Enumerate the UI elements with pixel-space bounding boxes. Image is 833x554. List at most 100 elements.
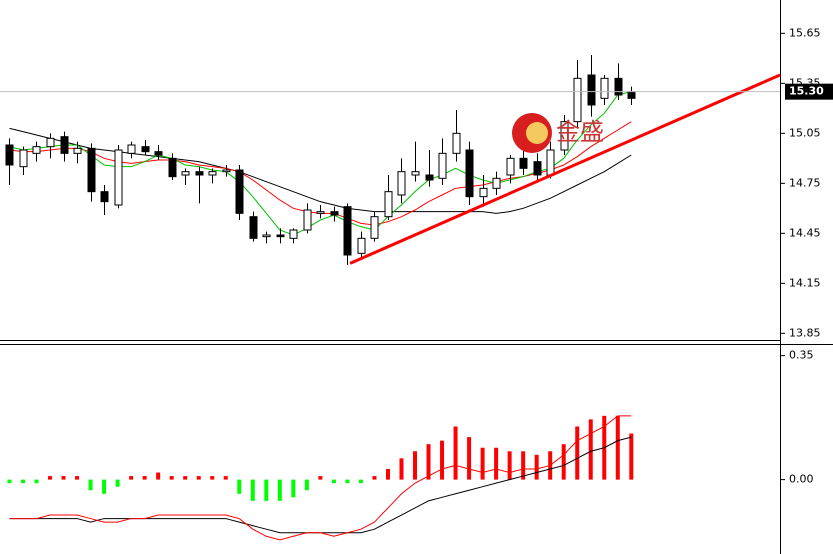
histogram-bar (521, 451, 526, 480)
candle-body (181, 171, 190, 176)
candle-body (627, 91, 636, 99)
candle-body (533, 161, 542, 176)
candle-body (303, 209, 312, 231)
histogram-bar (142, 476, 147, 480)
candle-body (127, 144, 136, 154)
candle-body (46, 137, 55, 148)
candle-body (330, 211, 339, 216)
candle-body (60, 136, 69, 154)
y-tick-label: 13.85 (789, 326, 821, 339)
candle-body (479, 187, 488, 198)
candle-body (235, 169, 244, 214)
histogram-bar (129, 476, 134, 480)
candle-body (316, 211, 325, 214)
candle-body (519, 157, 528, 169)
candle-body (32, 146, 41, 154)
histogram-bar (331, 479, 336, 484)
candle-body (492, 177, 501, 189)
histogram-bar (291, 479, 296, 498)
histogram-bar (575, 426, 580, 480)
histogram-bar (467, 437, 472, 480)
candle-body (87, 147, 96, 193)
candle-body (168, 157, 177, 178)
y-tick-label: 0.35 (789, 349, 814, 362)
candle-body (141, 146, 150, 153)
candle-body (452, 132, 461, 154)
histogram-bar (345, 479, 350, 484)
candle-body (249, 216, 258, 239)
candle-body (289, 229, 298, 239)
candle-body (438, 152, 447, 179)
histogram-bar (304, 479, 309, 491)
candle-body (465, 149, 474, 198)
line (9, 127, 632, 214)
histogram-bar (413, 451, 418, 480)
histogram-bar (507, 451, 512, 480)
histogram-bar (250, 479, 255, 501)
trendline (349, 73, 781, 265)
candle-body (425, 174, 434, 181)
line (9, 415, 632, 541)
histogram-bar (237, 479, 242, 494)
y-tick-label: 14.15 (789, 276, 821, 289)
candle-body (600, 77, 609, 99)
histogram-bar (588, 419, 593, 480)
candle-body (262, 234, 271, 238)
candle-body (208, 171, 217, 176)
histogram-bar (372, 476, 377, 480)
histogram-bar (453, 426, 458, 480)
y-tick-label: 15.65 (789, 26, 821, 39)
candle-body (546, 149, 555, 176)
histogram-bar (440, 440, 445, 480)
histogram-bar (494, 447, 499, 480)
histogram-bar (480, 447, 485, 480)
y-tick-label: 15.05 (789, 126, 821, 139)
histogram-bar (615, 415, 620, 480)
histogram-bar (223, 476, 228, 480)
histogram-bar (399, 458, 404, 480)
histogram-bar (318, 476, 323, 480)
histogram-bar (426, 444, 431, 480)
histogram-bar (196, 476, 201, 480)
histogram-bar (7, 479, 12, 484)
candle-body (614, 77, 623, 96)
histogram-bar (358, 479, 363, 484)
candle-body (587, 74, 596, 106)
histogram-bar (115, 479, 120, 487)
histogram-bar (48, 476, 53, 480)
histogram-bar (561, 444, 566, 480)
y-tick-label: 0.00 (789, 473, 814, 486)
candle-body (560, 121, 569, 151)
candle-body (357, 237, 366, 254)
candle-body (100, 191, 109, 203)
histogram-bar (169, 476, 174, 480)
candle-body (5, 144, 14, 166)
candle-body (411, 171, 420, 176)
histogram-bar (629, 433, 634, 480)
histogram-bar (20, 479, 25, 484)
histogram-bar (102, 479, 107, 494)
histogram-bar (277, 479, 282, 501)
histogram-bar (88, 479, 93, 491)
watermark-text: 金盛 (556, 118, 604, 146)
y-tick-label: 14.45 (789, 226, 821, 239)
histogram-bar (210, 476, 215, 480)
candle-body (370, 216, 379, 239)
candle-body (573, 77, 582, 123)
candle-body (384, 191, 393, 218)
watermark-logo: 金盛 (512, 113, 604, 153)
candle-body (73, 147, 82, 154)
histogram-bar (75, 476, 80, 480)
candle-body (397, 171, 406, 196)
candle-body (506, 157, 515, 176)
histogram-bar (534, 454, 539, 480)
candle-body (19, 149, 28, 168)
candle-body (222, 169, 231, 173)
histogram-bar (385, 468, 390, 480)
current-price-box (785, 83, 833, 100)
line (9, 91, 632, 236)
histogram-bar (183, 476, 188, 480)
histogram-bar (34, 479, 39, 484)
candle-body (154, 151, 163, 156)
histogram-bar (264, 479, 269, 501)
